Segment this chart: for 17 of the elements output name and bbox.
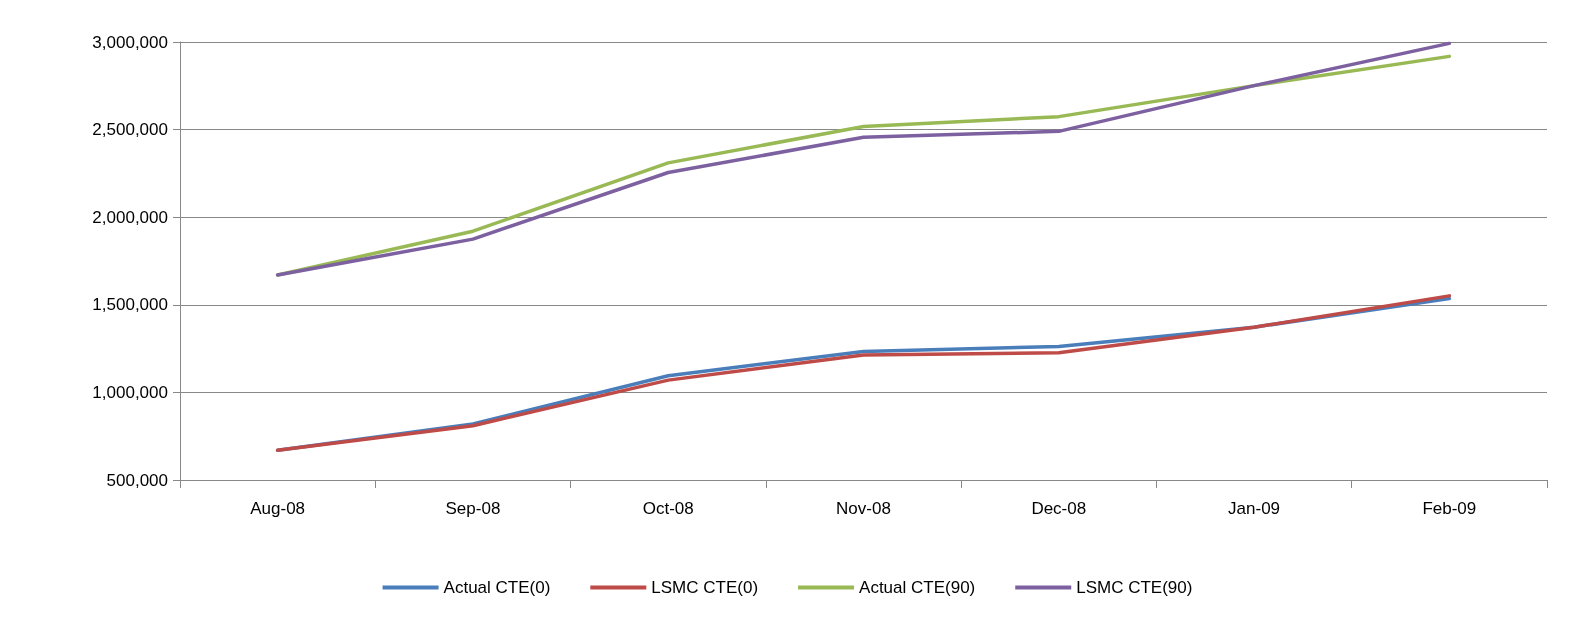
legend-label: Actual CTE(90): [859, 578, 976, 597]
y-tick-label: 1,000,000: [92, 382, 168, 402]
x-tick-label: Dec-08: [1031, 499, 1087, 518]
y-tick-label: 2,500,000: [92, 120, 168, 140]
x-tick-label: Feb-09: [1422, 499, 1477, 518]
legend-label: LSMC CTE(0): [651, 578, 759, 597]
x-tick-label: Oct-08: [642, 499, 694, 518]
x-tick-label: Jan-09: [1228, 499, 1281, 518]
x-tick-label: Aug-08: [250, 499, 306, 518]
y-tick-label: 3,000,000: [92, 32, 168, 52]
legend-label: Actual CTE(0): [443, 578, 551, 597]
x-tick-label: Sep-08: [445, 499, 501, 518]
y-tick-label: 2,000,000: [92, 207, 168, 227]
x-tick-label: Nov-08: [836, 499, 891, 518]
legend-label: LSMC CTE(90): [1076, 578, 1193, 597]
y-tick-label: 1,500,000: [92, 295, 168, 315]
y-tick-label: 500,000: [106, 470, 168, 490]
